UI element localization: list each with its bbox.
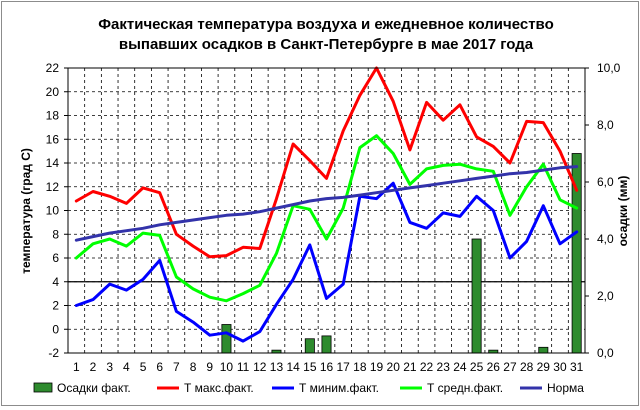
legend-label-0: Осадки факт. bbox=[57, 381, 131, 395]
x-tick-label: 29 bbox=[537, 360, 551, 374]
y-tick-label-left: 0 bbox=[52, 322, 59, 336]
legend-label-4: Норма bbox=[547, 381, 584, 395]
y-tick-label-left: 2 bbox=[52, 299, 59, 313]
x-tick-label: 31 bbox=[570, 360, 584, 374]
y-tick-label-left: 18 bbox=[46, 109, 60, 123]
x-tick-label: 9 bbox=[206, 360, 213, 374]
x-tick-label: 13 bbox=[270, 360, 284, 374]
x-tick-label: 1 bbox=[73, 360, 80, 374]
y-tick-label-left: 10 bbox=[46, 204, 60, 218]
series-line-1 bbox=[74, 66, 579, 259]
precipitation-bar bbox=[221, 324, 232, 354]
legend-label-2: Т миним.факт. bbox=[299, 381, 379, 395]
y-tick-label-left: 12 bbox=[46, 180, 60, 194]
x-tick-label: 4 bbox=[123, 360, 130, 374]
x-tick-label: 3 bbox=[106, 360, 113, 374]
y-axis-label-left: температура (град С) bbox=[19, 148, 33, 274]
y-tick-label-left: 14 bbox=[46, 156, 60, 170]
grid bbox=[68, 68, 585, 353]
y-tick-label-left: 22 bbox=[46, 61, 60, 75]
y-tick-label-right: 8,0 bbox=[597, 118, 614, 132]
axes: -202468101214161820220,02,04,06,08,010,0… bbox=[46, 61, 621, 374]
x-tick-label: 30 bbox=[553, 360, 567, 374]
y-tick-label-right: 10,0 bbox=[597, 61, 621, 75]
x-tick-label: 8 bbox=[190, 360, 197, 374]
y-tick-label-left: 20 bbox=[46, 85, 60, 99]
x-tick-label: 12 bbox=[253, 360, 267, 374]
x-tick-label: 20 bbox=[387, 360, 401, 374]
x-tick-label: 23 bbox=[437, 360, 451, 374]
precipitation-bar bbox=[471, 238, 482, 354]
x-tick-label: 11 bbox=[237, 360, 250, 374]
x-tick-label: 28 bbox=[520, 360, 534, 374]
y-tick-label-left: -2 bbox=[48, 346, 59, 360]
chart: Фактическая температура воздуха и ежедне… bbox=[19, 16, 630, 395]
x-tick-label: 6 bbox=[156, 360, 163, 374]
y-tick-label-right: 6,0 bbox=[597, 175, 614, 189]
precipitation-bar bbox=[321, 335, 332, 354]
series-line-2 bbox=[74, 181, 579, 343]
x-tick-label: 27 bbox=[503, 360, 517, 374]
x-tick-label: 25 bbox=[470, 360, 484, 374]
y-axis-label-right: осадки (мм) bbox=[616, 176, 630, 247]
x-tick-label: 22 bbox=[420, 360, 434, 374]
y-tick-label-left: 16 bbox=[46, 132, 60, 146]
legend: Осадки факт. Т макс.факт. Т миним.факт. Т с… bbox=[33, 381, 584, 395]
chart-title-line1: Фактическая температура воздуха и ежедне… bbox=[98, 16, 554, 33]
lines bbox=[74, 66, 579, 343]
legend-label-3: Т средн.факт. bbox=[427, 381, 503, 395]
y-tick-label-right: 4,0 bbox=[597, 232, 614, 246]
x-tick-label: 5 bbox=[140, 360, 147, 374]
y-tick-label-left: 6 bbox=[52, 251, 59, 265]
legend-label-1: Т макс.факт. bbox=[184, 381, 254, 395]
x-tick-label: 16 bbox=[320, 360, 334, 374]
x-tick-label: 21 bbox=[403, 360, 417, 374]
y-tick-label-left: 4 bbox=[52, 275, 59, 289]
precipitation-bar bbox=[538, 346, 549, 354]
x-tick-label: 24 bbox=[453, 360, 467, 374]
x-tick-label: 18 bbox=[353, 360, 367, 374]
x-tick-label: 14 bbox=[286, 360, 300, 374]
x-tick-label: 10 bbox=[220, 360, 234, 374]
x-tick-label: 19 bbox=[370, 360, 384, 374]
x-tick-label: 15 bbox=[303, 360, 317, 374]
chart-title-line2: выпавших осадков в Санкт-Петербурге в ма… bbox=[119, 36, 534, 53]
series-line-4 bbox=[74, 165, 579, 242]
legend-swatch-bar bbox=[33, 382, 53, 393]
y-tick-label-right: 2,0 bbox=[597, 289, 614, 303]
x-tick-label: 17 bbox=[336, 360, 350, 374]
y-tick-label-right: 0,0 bbox=[597, 346, 614, 360]
x-tick-label: 26 bbox=[487, 360, 501, 374]
y-tick-label-left: 8 bbox=[52, 227, 59, 241]
series-line-3 bbox=[74, 134, 579, 303]
x-tick-label: 2 bbox=[90, 360, 97, 374]
x-tick-label: 7 bbox=[173, 360, 180, 374]
precipitation-bar bbox=[304, 338, 315, 354]
